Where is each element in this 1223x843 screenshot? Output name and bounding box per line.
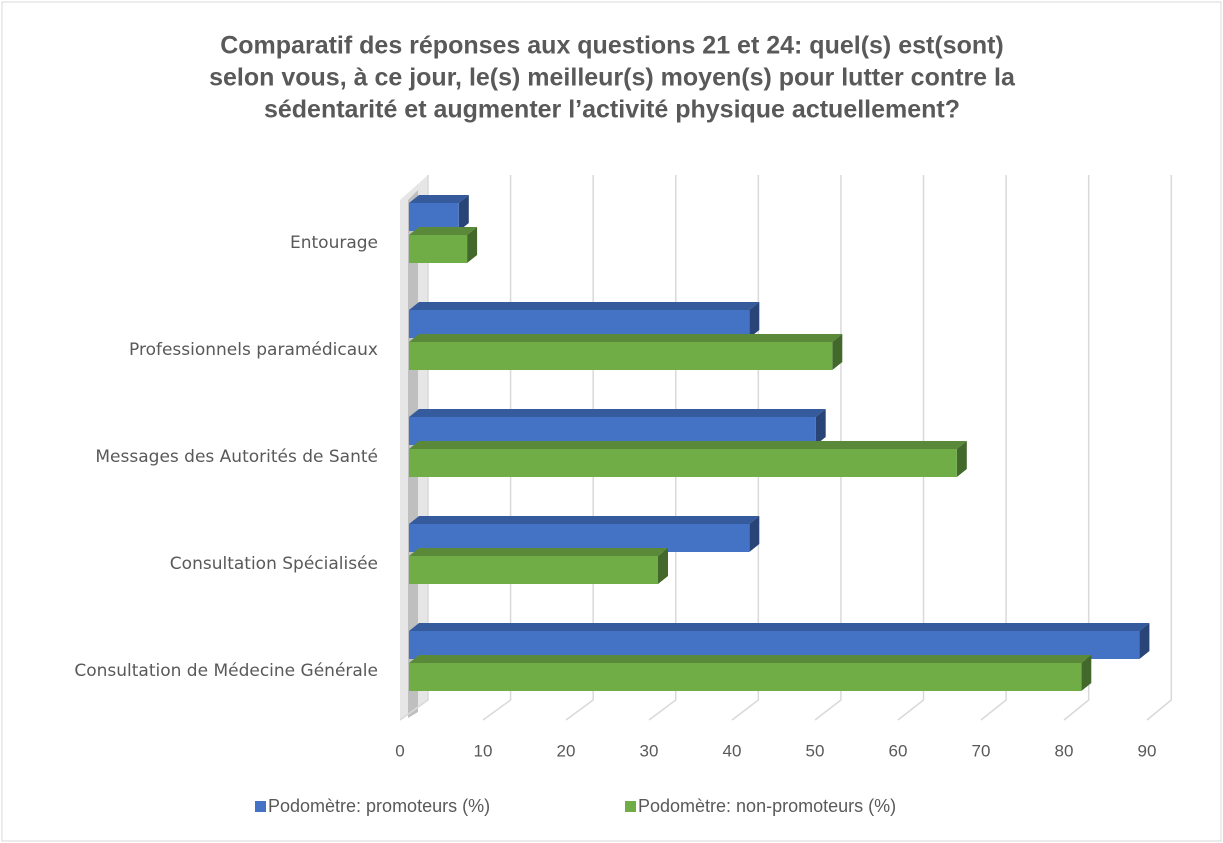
bar-top — [409, 655, 1092, 663]
bar — [409, 195, 469, 231]
bar-front — [409, 310, 750, 338]
bar-side — [956, 441, 967, 477]
bar — [409, 516, 760, 552]
y-tick-label: Entourage — [290, 233, 378, 253]
bar-front — [409, 203, 459, 231]
grid-line — [1146, 175, 1173, 721]
x-tick-label: 10 — [474, 741, 493, 760]
bar-side — [832, 334, 843, 370]
bar-front — [409, 417, 816, 445]
bar-side — [1139, 623, 1150, 659]
legend-label: Podomètre: non-promoteurs (%) — [638, 796, 896, 816]
bar-front — [409, 235, 468, 263]
bar — [409, 409, 826, 445]
x-tick-label: 40 — [723, 741, 742, 760]
bar-side — [749, 516, 760, 552]
bar-side — [749, 302, 760, 338]
grid-line — [897, 175, 925, 721]
bar — [409, 548, 668, 584]
bar-front — [409, 556, 658, 584]
x-tick-label: 50 — [806, 741, 825, 760]
bar — [409, 227, 478, 263]
y-tick-label: Messages des Autorités de Santé — [95, 447, 378, 467]
bar-top — [409, 227, 478, 235]
bar-side — [458, 195, 469, 231]
legend-label: Podomètre: promoteurs (%) — [268, 796, 490, 816]
bar-side — [467, 227, 478, 263]
bar-side — [1081, 655, 1092, 691]
chart-title: selon vous, à ce jour, le(s) meilleur(s)… — [209, 64, 1016, 92]
grid-line — [1063, 175, 1090, 721]
bar-top — [409, 409, 826, 417]
x-tick-label: 60 — [889, 741, 908, 760]
bar-top — [409, 302, 760, 310]
chart-title: sédentarité et augmenter l’activité phys… — [264, 96, 960, 124]
bar-top — [409, 516, 760, 524]
chart-title: Comparatif des réponses aux questions 21… — [220, 32, 1004, 60]
y-tick-label: Consultation de Médecine Générale — [74, 661, 378, 681]
bar-top — [409, 195, 469, 203]
x-tick-label: 20 — [557, 741, 576, 760]
bar-top — [409, 548, 668, 556]
legend-swatch — [255, 801, 266, 812]
bar-front — [409, 342, 833, 370]
bar-side — [658, 548, 668, 584]
bar-front — [409, 631, 1140, 659]
x-tick-label: 0 — [395, 741, 404, 760]
x-tick-label: 90 — [1138, 741, 1157, 760]
bar — [409, 441, 967, 477]
bar-front — [409, 663, 1082, 691]
y-tick-label: Consultation Spécialisée — [170, 554, 378, 574]
x-tick-label: 30 — [640, 741, 659, 760]
bar-top — [409, 441, 967, 449]
y-tick-label: Professionnels paramédicaux — [129, 340, 378, 360]
bar-front — [409, 524, 750, 552]
grid-line — [980, 175, 1007, 721]
bar — [409, 302, 760, 338]
bar-side — [815, 409, 826, 445]
bar-top — [409, 623, 1150, 631]
x-tick-label: 80 — [1055, 741, 1074, 760]
bar — [409, 334, 843, 370]
legend-swatch — [625, 801, 636, 812]
bar-top — [409, 334, 843, 342]
bar — [409, 623, 1150, 659]
x-tick-label: 70 — [972, 741, 991, 760]
bar — [409, 655, 1092, 691]
bar-front — [409, 449, 957, 477]
